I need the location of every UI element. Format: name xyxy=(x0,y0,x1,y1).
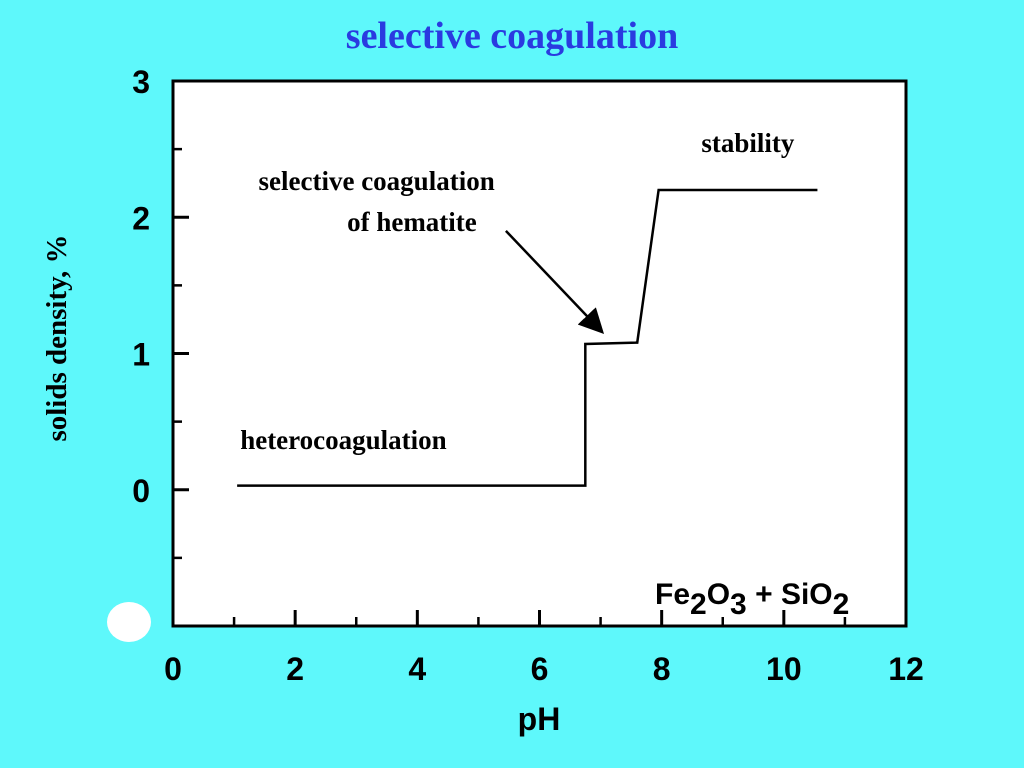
y-axis-tick-labels: 0 1 2 3 xyxy=(132,64,150,509)
y-tick-label: 3 xyxy=(132,64,150,100)
x-axis-ticks xyxy=(171,610,908,626)
x-tick-label: 8 xyxy=(653,651,671,687)
annotation-stability: stability xyxy=(701,128,795,158)
formula-part: Fe xyxy=(655,578,690,611)
white-dot-decoration xyxy=(107,602,151,642)
annotations: heterocoagulation selective coagulation of… xyxy=(240,128,795,455)
formula-subscript: 2 xyxy=(833,588,850,621)
formula-part: + xyxy=(747,578,781,611)
x-tick-label: 0 xyxy=(164,651,182,687)
chart-title: selective coagulation xyxy=(346,15,678,57)
y-axis-label: solids density, % xyxy=(41,234,73,441)
y-tick-label: 1 xyxy=(132,337,150,373)
x-axis-label: pH xyxy=(518,701,561,737)
annotation-heterocoagulation: heterocoagulation xyxy=(240,425,446,455)
annotation-selective-line1: selective coagulation xyxy=(259,166,495,196)
series-line-0 xyxy=(237,188,818,487)
x-tick-label: 6 xyxy=(531,651,549,687)
annotation-arrow xyxy=(504,230,605,334)
formula-subscript: 3 xyxy=(730,588,747,621)
y-tick-label: 0 xyxy=(132,473,150,509)
plot-area xyxy=(171,79,908,628)
formula-part: SiO xyxy=(781,578,833,611)
formula-part: O xyxy=(707,578,730,611)
annotation-selective-line2: of hematite xyxy=(347,207,477,237)
x-tick-label: 2 xyxy=(286,651,304,687)
x-axis-tick-labels: 0 2 4 6 8 10 12 xyxy=(164,651,924,687)
formula-subscript: 2 xyxy=(690,588,707,621)
system-label: Fe2O3 + SiO2 xyxy=(655,578,849,621)
x-tick-label: 4 xyxy=(408,651,426,687)
x-tick-label: 12 xyxy=(888,651,924,687)
y-tick-label: 2 xyxy=(132,200,150,236)
x-tick-label: 10 xyxy=(766,651,802,687)
series-group xyxy=(237,188,818,487)
y-axis-ticks xyxy=(173,79,189,628)
